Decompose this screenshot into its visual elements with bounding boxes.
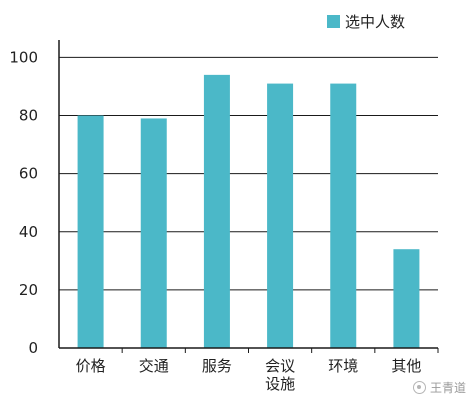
bar-5 bbox=[393, 249, 420, 348]
y-tick-label-60: 60 bbox=[19, 165, 38, 183]
x-tick-label-3: 会议设施 bbox=[265, 357, 295, 393]
bar-0 bbox=[77, 115, 104, 348]
y-tick-label-0: 0 bbox=[28, 339, 38, 357]
bar-3 bbox=[267, 83, 294, 349]
x-tick-label-5: 其他 bbox=[391, 357, 421, 375]
legend: 选中人数 bbox=[327, 13, 405, 31]
wechat-icon bbox=[412, 381, 426, 394]
bars bbox=[77, 74, 420, 349]
x-tick-label-2: 服务 bbox=[202, 357, 232, 375]
x-tick-labels: 价格 交通 服务 会议设施 环境 其他 bbox=[76, 357, 422, 393]
y-tick-label-100: 100 bbox=[9, 48, 38, 66]
bar-4 bbox=[330, 83, 357, 349]
y-tick-label-40: 40 bbox=[19, 223, 38, 241]
grid-lines bbox=[59, 56, 438, 291]
bar-1 bbox=[140, 118, 167, 349]
watermark-text: 王青道 bbox=[429, 381, 466, 395]
x-tick-label-1: 交通 bbox=[139, 357, 169, 375]
y-tick-label-80: 80 bbox=[19, 107, 38, 125]
watermark: 王青道 bbox=[412, 379, 466, 396]
y-tick-label-20: 20 bbox=[19, 281, 38, 299]
x-tick-label-0: 价格 bbox=[76, 357, 106, 375]
x-tick-label-4: 环境 bbox=[328, 357, 358, 375]
legend-swatch bbox=[327, 15, 340, 28]
legend-label: 选中人数 bbox=[345, 13, 405, 31]
y-tick-labels: 0 20 40 60 80 100 bbox=[9, 48, 38, 357]
bar-2 bbox=[203, 74, 230, 349]
axes bbox=[58, 40, 439, 353]
